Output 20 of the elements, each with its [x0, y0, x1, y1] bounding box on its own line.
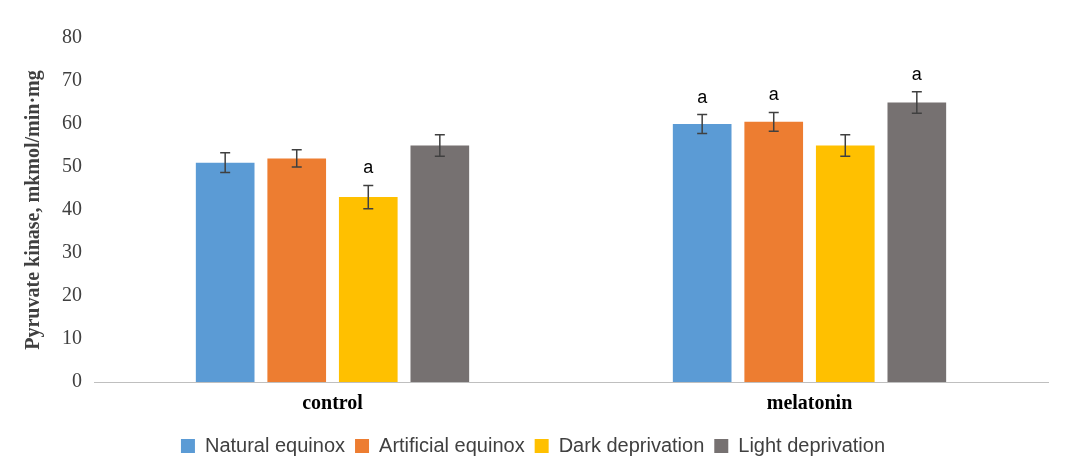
- legend-label: Artificial equinox: [379, 433, 525, 456]
- y-tick-label: 30: [62, 240, 82, 263]
- data-label: a: [697, 86, 709, 107]
- y-tick-label: 50: [62, 154, 82, 177]
- data-label: a: [363, 157, 375, 178]
- data-label: a: [911, 63, 923, 84]
- legend-label: Light deprivation: [738, 433, 886, 456]
- y-tick-label: 40: [62, 197, 82, 220]
- x-tick-label: control: [302, 391, 364, 414]
- legend-label: Dark deprivation: [558, 433, 705, 456]
- y-tick-label: 20: [62, 283, 82, 306]
- y-axis-title: Pyruvate kinase, mkmol/min·mg: [21, 70, 45, 350]
- y-tick-label: 70: [62, 68, 82, 91]
- legend-label: Natural equinox: [204, 433, 346, 456]
- y-tick-label: 80: [62, 25, 82, 48]
- x-tick-label: melatonin: [766, 391, 853, 414]
- y-tick-label: 0: [72, 369, 82, 392]
- y-tick-label: 60: [62, 111, 82, 134]
- data-label: a: [768, 84, 780, 105]
- y-tick-label: 10: [62, 326, 82, 349]
